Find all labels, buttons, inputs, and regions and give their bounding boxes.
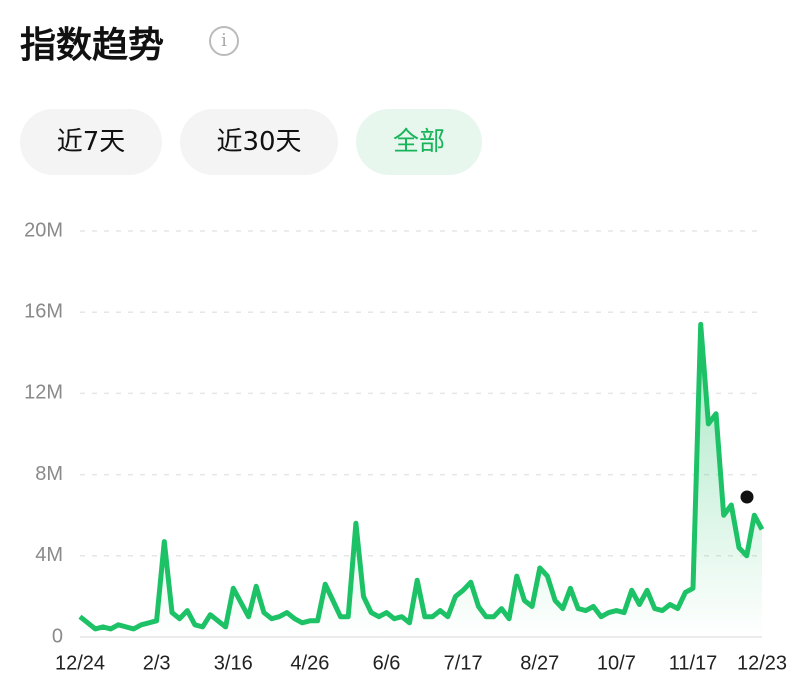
y-tick-label: 16M xyxy=(24,300,63,322)
info-icon[interactable]: i xyxy=(209,26,239,56)
x-tick-label: 10/7 xyxy=(597,652,636,674)
x-tick-label: 6/6 xyxy=(373,652,401,674)
x-tick-label: 4/26 xyxy=(290,652,329,674)
y-tick-label: 8M xyxy=(35,463,63,485)
tab-selected[interactable]: 全部 xyxy=(356,109,482,175)
y-tick-label: 20M xyxy=(24,219,63,241)
x-tick-label: 7/17 xyxy=(444,652,483,674)
title: 指数趋势 xyxy=(20,25,165,66)
y-tick-label: 12M xyxy=(24,382,63,404)
x-tick-label: 12/24 xyxy=(55,652,105,674)
line xyxy=(78,321,765,632)
hover-dot xyxy=(737,487,757,507)
x-tick-label: 11/17 xyxy=(669,652,718,674)
tab[interactable]: 近7天 xyxy=(20,109,162,175)
tab[interactable]: 近30天 xyxy=(180,109,338,175)
x-tick-label: 12/23 xyxy=(737,652,787,674)
y-tick-label: 0 xyxy=(52,625,63,647)
x-tick-label: 2/3 xyxy=(143,652,171,674)
y-tick-label: 4M xyxy=(35,544,63,566)
x-tick-label: 3/16 xyxy=(214,652,253,674)
area xyxy=(80,324,762,637)
x-tick-label: 8/27 xyxy=(520,652,559,674)
